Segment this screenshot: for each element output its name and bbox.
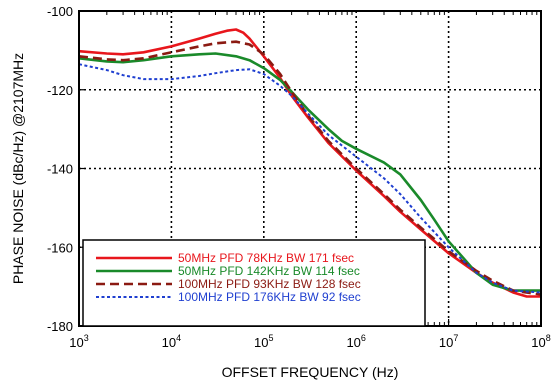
x-tick-labels: 103 104 105 106 107 108 [69,333,550,350]
series-line-4 [78,63,542,294]
legend-label-4: 100MHz PFD 176KHz BW 92 fsec [178,290,361,304]
x-tick-label: 104 [162,333,181,350]
series-group [78,28,542,298]
x-axis-label: OFFSET FREQUENCY (Hz) [222,364,399,380]
x-tick-label: 106 [346,333,365,350]
x-tick-label: 107 [439,333,458,350]
y-tick-label: -100 [47,4,73,19]
y-axis-label: PHASE NOISE (dBc/Hz) @2107MHz [10,53,26,284]
series-line-2 [78,52,541,292]
legend-label-2: 50MHz PFD 142KHz BW 114 fsec [178,264,360,278]
y-tick-label: -120 [47,83,73,98]
legend-label-1: 50MHz PFD 78KHz BW 171 fsec [178,251,354,265]
x-tick-label: 103 [69,333,88,350]
x-tick-label: 108 [531,333,550,350]
y-tick-labels: -100 -120 -140 -160 -180 [47,4,73,334]
x-tick-label: 105 [254,333,273,350]
y-tick-label: -140 [47,162,73,177]
y-tick-label: -160 [47,240,73,255]
y-tick-label: -180 [47,319,73,334]
legend-label-3: 100MHz PFD 93KHz BW 128 fsec [178,277,361,291]
